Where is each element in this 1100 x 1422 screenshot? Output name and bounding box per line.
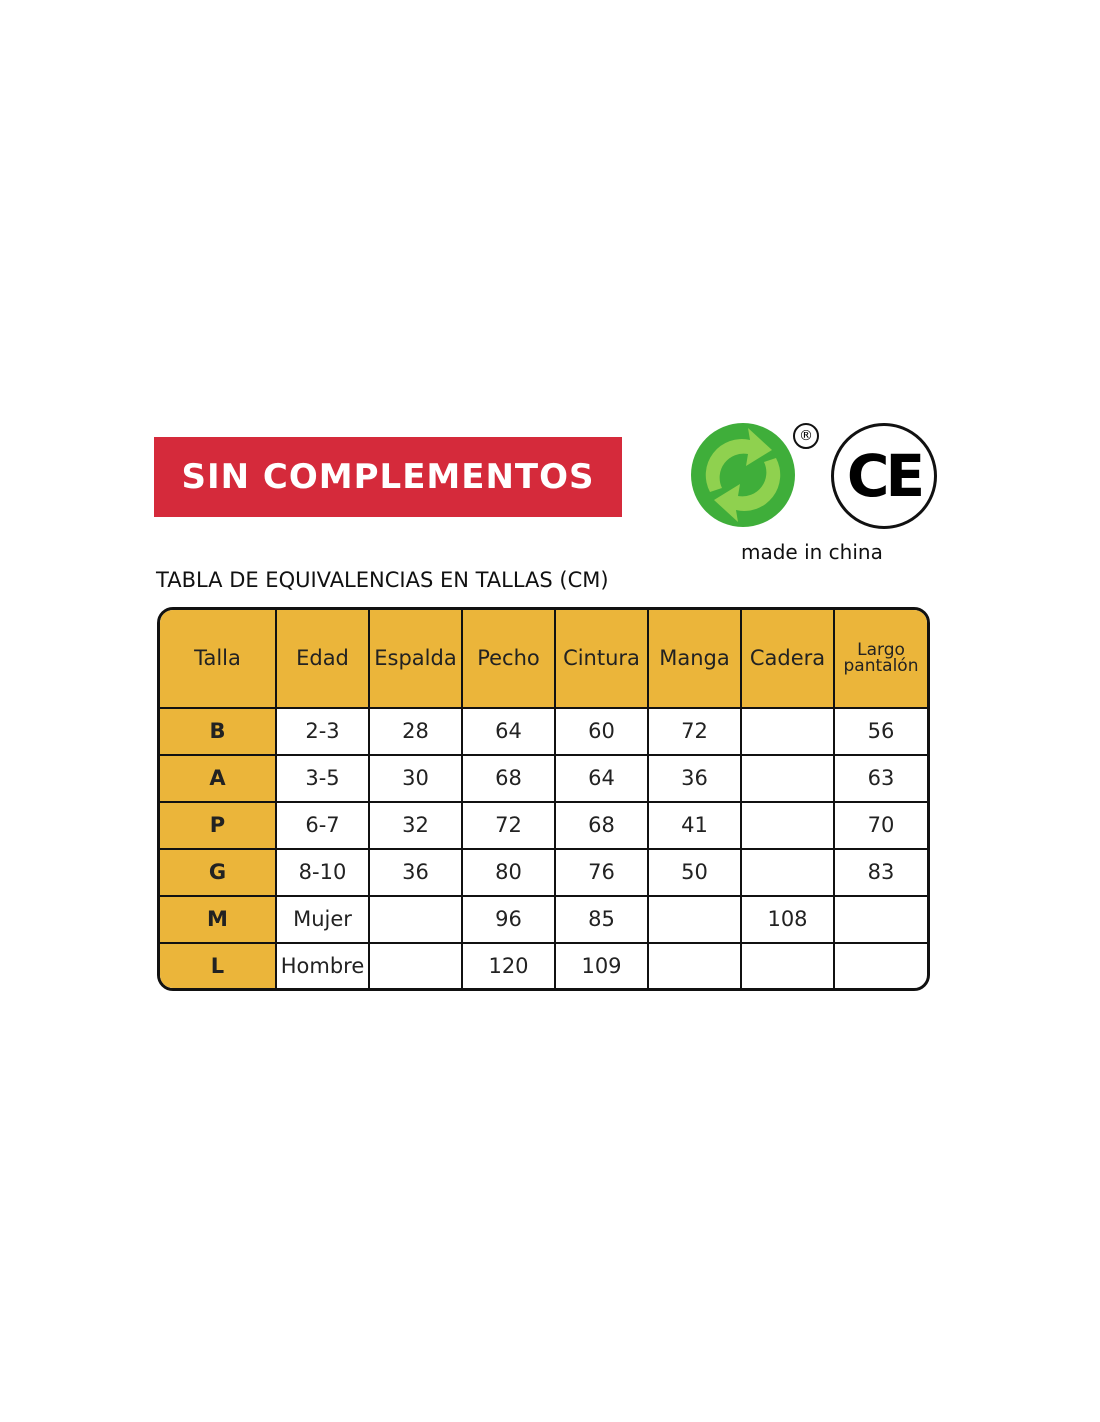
ce-mark-icon: CE xyxy=(831,423,937,529)
value-cell: 80 xyxy=(461,847,556,897)
value-cell: 108 xyxy=(740,894,835,944)
value-cell xyxy=(368,894,463,944)
value-cell xyxy=(833,941,927,988)
value-cell: 109 xyxy=(554,941,649,988)
header-cell: Pecho xyxy=(461,610,556,709)
table-row: B 2-3 28 64 60 72 56 xyxy=(160,707,927,756)
value-cell xyxy=(647,894,742,944)
value-cell: 63 xyxy=(833,753,927,803)
sin-complementos-banner: SIN COMPLEMENTOS xyxy=(154,437,622,517)
registered-mark: ® xyxy=(793,423,819,449)
value-cell: 50 xyxy=(647,847,742,897)
value-cell: Mujer xyxy=(275,894,370,944)
table-row: G 8-10 36 80 76 50 83 xyxy=(160,847,927,897)
value-cell: 120 xyxy=(461,941,556,988)
value-cell xyxy=(740,941,835,988)
value-cell xyxy=(833,894,927,944)
table-title: TABLA DE EQUIVALENCIAS EN TALLAS (CM) xyxy=(156,568,609,592)
green-dot-recycling-icon xyxy=(691,423,795,527)
size-cell: G xyxy=(160,847,277,897)
value-cell xyxy=(740,707,835,756)
table-row: M Mujer 96 85 108 xyxy=(160,894,927,944)
table-row: P 6-7 32 72 68 41 70 xyxy=(160,800,927,850)
header-row: Talla Edad Espalda Pecho Cintura Manga C… xyxy=(160,610,927,709)
header-cell: Cintura xyxy=(554,610,649,709)
value-cell: 36 xyxy=(647,753,742,803)
value-cell: Hombre xyxy=(275,941,370,988)
value-cell: 68 xyxy=(554,800,649,850)
value-cell xyxy=(368,941,463,988)
value-cell: 70 xyxy=(833,800,927,850)
value-cell xyxy=(647,941,742,988)
value-cell: 3-5 xyxy=(275,753,370,803)
value-cell: 56 xyxy=(833,707,927,756)
size-cell: M xyxy=(160,894,277,944)
value-cell: 8-10 xyxy=(275,847,370,897)
value-cell: 64 xyxy=(554,753,649,803)
header-cell: Largo pantalón xyxy=(833,610,927,709)
value-cell: 60 xyxy=(554,707,649,756)
made-in-label: made in china xyxy=(741,540,883,564)
value-cell: 36 xyxy=(368,847,463,897)
value-cell xyxy=(740,753,835,803)
value-cell: 41 xyxy=(647,800,742,850)
value-cell: 96 xyxy=(461,894,556,944)
value-cell: 68 xyxy=(461,753,556,803)
value-cell: 2-3 xyxy=(275,707,370,756)
value-cell: 83 xyxy=(833,847,927,897)
table-row: A 3-5 30 68 64 36 63 xyxy=(160,753,927,803)
value-cell: 30 xyxy=(368,753,463,803)
header-cell: Manga xyxy=(647,610,742,709)
size-cell: A xyxy=(160,753,277,803)
header-cell: Espalda xyxy=(368,610,463,709)
value-cell xyxy=(740,800,835,850)
value-cell: 64 xyxy=(461,707,556,756)
value-cell: 6-7 xyxy=(275,800,370,850)
size-cell: L xyxy=(160,941,277,988)
size-table: Talla Edad Espalda Pecho Cintura Manga C… xyxy=(157,607,930,991)
size-cell: P xyxy=(160,800,277,850)
value-cell: 72 xyxy=(647,707,742,756)
value-cell: 76 xyxy=(554,847,649,897)
header-cell: Cadera xyxy=(740,610,835,709)
value-cell: 72 xyxy=(461,800,556,850)
value-cell: 32 xyxy=(368,800,463,850)
value-cell: 85 xyxy=(554,894,649,944)
value-cell xyxy=(740,847,835,897)
header-cell: Talla xyxy=(160,610,277,709)
table-row: L Hombre 120 109 xyxy=(160,941,927,988)
header-cell: Edad xyxy=(275,610,370,709)
value-cell: 28 xyxy=(368,707,463,756)
size-cell: B xyxy=(160,707,277,756)
